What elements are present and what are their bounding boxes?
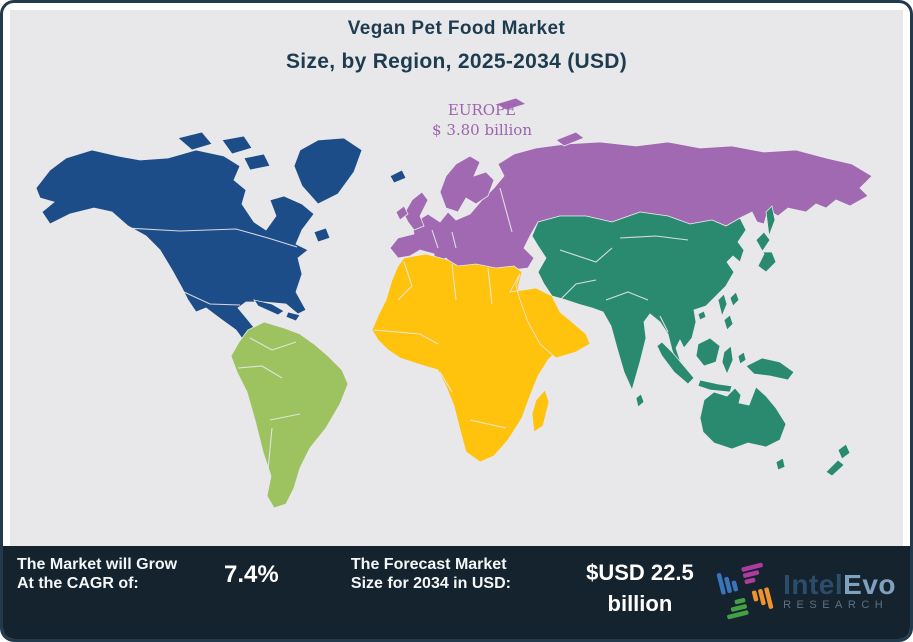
stats-footer: The Market will Grow At the CAGR of: 7.4… (3, 546, 910, 639)
cagr-label-line1: The Market will Grow (17, 556, 178, 573)
intelevo-logo-subtitle: RESEARCH (783, 599, 889, 611)
region-oceania (699, 386, 851, 477)
logo-name-part2: Evo (843, 569, 896, 600)
forecast-label-line2: Size for 2034 in USD: (350, 575, 511, 592)
intelevo-logo-text: IntelEvo RESEARCH (783, 569, 896, 612)
chart-title: Vegan Pet Food Market Size, by Region, 2… (10, 18, 903, 74)
cagr-value: 7.4% (223, 561, 279, 588)
country-borders (125, 187, 689, 471)
intelevo-logo: IntelEvo RESEARCH (716, 546, 910, 620)
cagr-label-line2: At the CAGR of: (17, 575, 139, 592)
forecast-value-line1: $USD 22.5 (586, 560, 694, 585)
forecast-value-line2: billion (607, 591, 673, 616)
logo-name-part1: Intel (783, 569, 844, 600)
europe-annotation: EUROPE $ 3.80 billion (398, 100, 566, 140)
intelevo-logo-name: IntelEvo (783, 569, 896, 600)
chart-title-line1: Vegan Pet Food Market (347, 18, 566, 39)
region-europe (389, 97, 873, 293)
intelevo-logo-icon (716, 562, 774, 620)
forecast-label-line1: The Forecast Market (350, 556, 507, 573)
europe-annotation-value: $ 3.80 billion (432, 121, 532, 139)
forecast-label: The Forecast Market Size for 2034 in USD… (351, 546, 564, 593)
map-canvas: Vegan Pet Food Market Size, by Region, 2… (10, 10, 903, 546)
cagr-label: The Market will Grow At the CAGR of: (3, 546, 224, 593)
forecast-value: $USD 22.5 billion (564, 546, 716, 619)
region-north-america (35, 131, 407, 357)
chart-title-line2: Size, by Region, 2025-2034 (USD) (285, 50, 628, 73)
europe-annotation-region: EUROPE (447, 101, 517, 119)
region-asia (531, 205, 795, 408)
region-south-america (230, 321, 349, 509)
region-africa (371, 253, 591, 463)
world-map (35, 97, 873, 509)
